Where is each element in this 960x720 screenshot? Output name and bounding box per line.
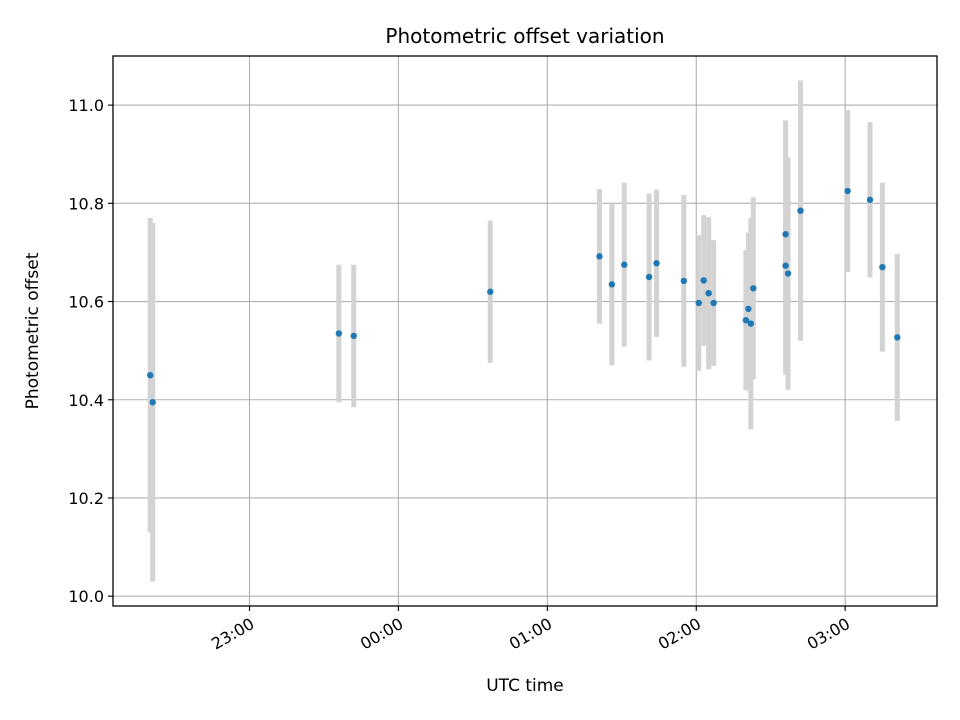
data-point <box>784 270 792 277</box>
y-tick-label: 10.2 <box>68 489 104 508</box>
data-point <box>866 196 874 204</box>
data-point <box>710 299 717 307</box>
y-tick-label: 11.0 <box>68 96 104 115</box>
plot-frame <box>112 55 938 607</box>
data-point <box>844 187 851 195</box>
data-point <box>797 207 804 214</box>
data-point <box>608 281 616 288</box>
data-point <box>745 305 752 313</box>
data-point <box>621 261 628 268</box>
data-points <box>147 187 901 406</box>
data-point <box>700 277 707 284</box>
data-point <box>750 285 757 292</box>
data-point <box>705 289 712 297</box>
y-axis-label: Photometric offset <box>23 252 43 409</box>
data-point <box>742 316 750 324</box>
data-point <box>335 330 343 337</box>
y-tick-label: 10.8 <box>68 194 104 213</box>
data-point <box>782 262 789 269</box>
data-point <box>596 253 603 260</box>
data-point <box>147 371 154 379</box>
data-point <box>645 273 653 281</box>
data-point <box>350 332 357 340</box>
data-point <box>747 320 755 327</box>
y-tick-label: 10.4 <box>68 391 104 410</box>
data-point <box>149 399 156 406</box>
chart-title: Photometric offset variation <box>385 24 664 48</box>
data-point <box>695 299 702 307</box>
x-axis-label: UTC time <box>486 676 564 696</box>
data-point <box>487 288 494 295</box>
data-point <box>680 277 688 285</box>
data-point <box>879 263 886 271</box>
y-tick-label: 10.0 <box>68 587 104 606</box>
data-point <box>894 334 901 341</box>
y-axis-ticks: 10.0 10.2 10.4 10.6 10.8 11.0 <box>68 96 113 606</box>
y-tick-label: 10.6 <box>68 293 104 312</box>
data-point <box>653 260 660 267</box>
data-point <box>782 231 789 238</box>
